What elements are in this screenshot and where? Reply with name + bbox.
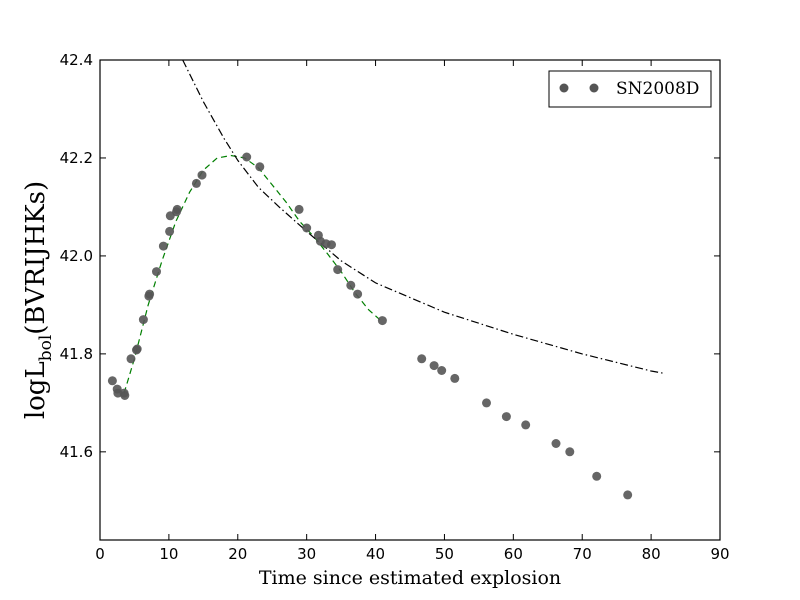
y-axis-label-prefix: logL bbox=[21, 361, 51, 419]
data-point bbox=[294, 204, 304, 214]
data-point bbox=[437, 366, 447, 375]
x-tick-label: 60 bbox=[504, 545, 523, 563]
y-axis-label: logLbol(BVRIJHKs) bbox=[21, 181, 56, 419]
data-point bbox=[145, 289, 155, 299]
data-point bbox=[107, 376, 117, 386]
legend-marker bbox=[589, 83, 599, 93]
data-point bbox=[302, 223, 312, 233]
data-point bbox=[165, 226, 175, 236]
data-point bbox=[521, 420, 531, 430]
data-point bbox=[482, 398, 491, 408]
data-point bbox=[353, 289, 363, 299]
y-tick-label: 42.4 bbox=[60, 51, 93, 69]
data-point bbox=[132, 344, 142, 354]
fit-curve-dashed bbox=[123, 154, 383, 394]
y-tick-label: 42.2 bbox=[60, 149, 93, 167]
data-point bbox=[417, 354, 427, 364]
data-point bbox=[429, 361, 439, 371]
data-point bbox=[152, 267, 161, 277]
y-tick-label: 41.8 bbox=[60, 345, 93, 363]
data-point bbox=[501, 412, 511, 422]
legend-label-sn2008d: SN2008D bbox=[616, 79, 699, 99]
plot-frame bbox=[99, 59, 721, 541]
x-axis-label: Time since estimated explosion bbox=[259, 567, 561, 589]
x-tick-label: 90 bbox=[710, 545, 729, 563]
x-tick-label: 10 bbox=[159, 545, 178, 563]
x-tick-label: 80 bbox=[642, 545, 661, 563]
data-point bbox=[551, 439, 561, 448]
data-point bbox=[191, 178, 201, 188]
data-point bbox=[346, 280, 356, 290]
y-axis-label-subscript: bol bbox=[36, 335, 56, 362]
data-point bbox=[377, 316, 387, 326]
x-tick-label: 40 bbox=[366, 545, 385, 563]
data-point bbox=[158, 241, 168, 251]
data-point bbox=[450, 373, 460, 383]
axis-ticks: 0 10 20 30 40 50 60 70 80 90 41.6 41.8 42.0 42.2 42.4 bbox=[60, 51, 730, 563]
data-point bbox=[255, 162, 265, 172]
data-point bbox=[327, 240, 336, 250]
data-point bbox=[623, 490, 633, 500]
legend-box bbox=[548, 70, 712, 108]
y-tick-label: 42.0 bbox=[60, 247, 93, 265]
y-axis-label-suffix: (BVRIJHKs) bbox=[21, 181, 51, 335]
data-point bbox=[565, 447, 575, 457]
x-tick-label: 0 bbox=[95, 545, 105, 563]
y-tick-label: 41.6 bbox=[60, 443, 93, 461]
data-point bbox=[138, 315, 148, 325]
data-point bbox=[242, 152, 252, 162]
legend: SN2008D bbox=[548, 70, 712, 108]
x-tick-label: 70 bbox=[573, 545, 592, 563]
data-point bbox=[333, 265, 343, 275]
x-tick-label: 20 bbox=[228, 545, 247, 563]
data-point bbox=[113, 388, 123, 398]
x-tick-label: 30 bbox=[297, 545, 316, 563]
data-point bbox=[126, 354, 136, 364]
data-point bbox=[120, 391, 130, 400]
x-tick-label: 50 bbox=[435, 545, 454, 563]
fit-curves bbox=[123, 59, 666, 394]
data-point bbox=[592, 471, 602, 481]
data-point bbox=[172, 204, 182, 214]
data-point bbox=[197, 170, 207, 180]
data-points bbox=[107, 152, 633, 500]
legend-marker bbox=[559, 83, 569, 93]
